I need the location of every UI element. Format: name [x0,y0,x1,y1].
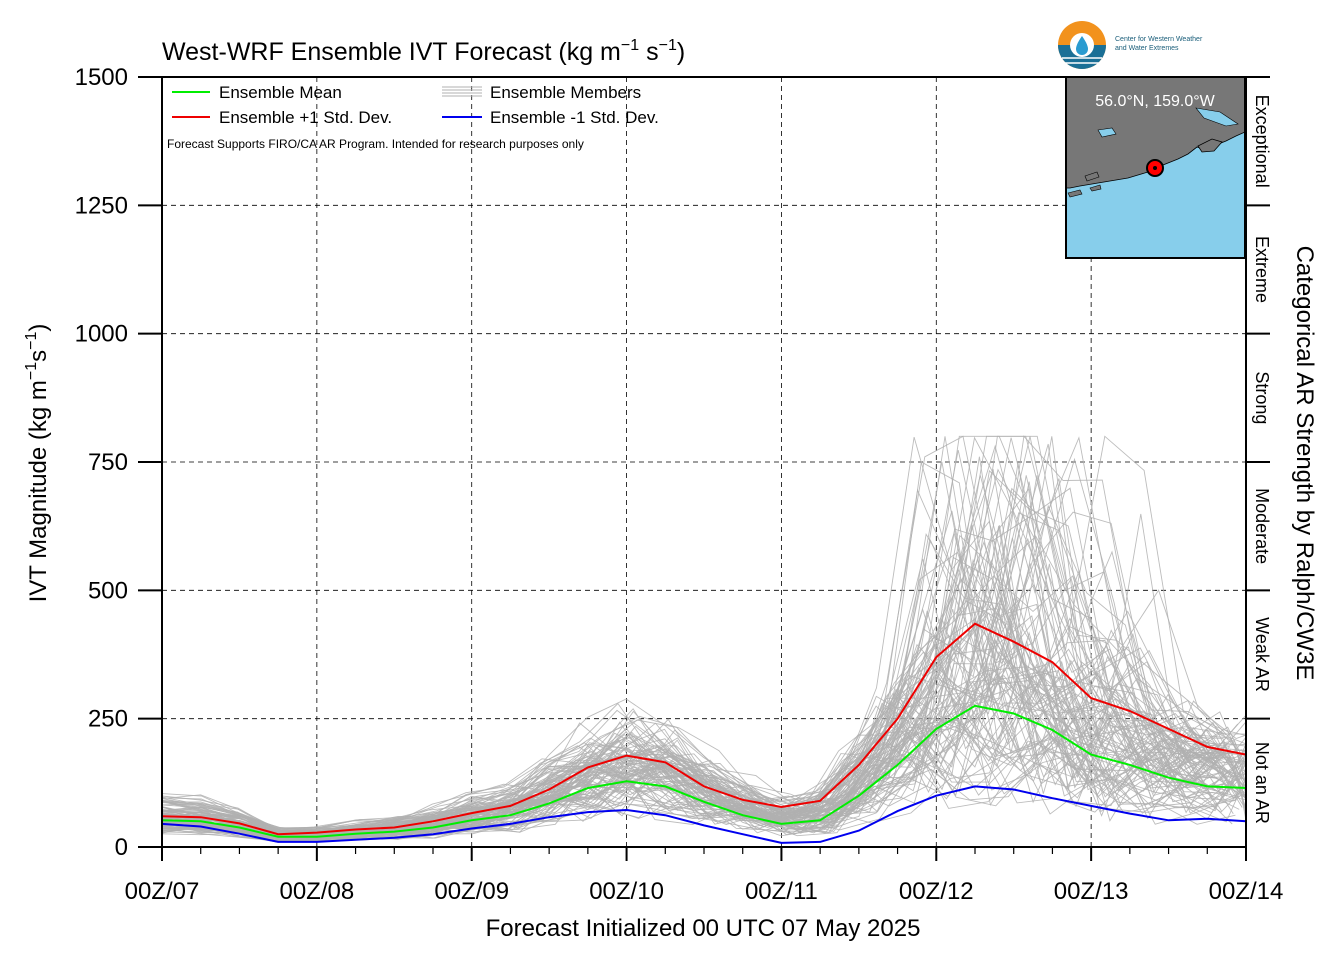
x-tick-label: 00Z/11 [745,878,818,905]
y-tick-label: 250 [88,706,128,733]
x-tick-label: 00Z/10 [589,878,664,905]
x-tick-label: 00Z/09 [434,878,509,905]
chart-title: West-WRF Ensemble IVT Forecast (kg m−1 s… [162,37,685,66]
ensemble-member-line [161,701,1215,840]
x-tick-label: 00Z/12 [899,878,974,905]
disclaimer-note: Forecast Supports FIRO/CA AR Program. In… [167,137,584,151]
cw3e-logo: Center for Western Weather and Water Ext… [1058,21,1203,69]
category-label: Moderate [1252,488,1272,564]
x-tick-label: 00Z/14 [1209,878,1284,905]
location-marker [1084,171,1100,182]
inset-map: 56.0°N, 159.0°W [1065,76,1246,259]
right-axis-label: Categorical AR Strength by Ralph/CW3E [1291,246,1318,681]
category-label: Not an AR [1252,742,1272,824]
series-line-mean [161,704,1247,838]
series-line-minus-std [161,785,1247,844]
logo-text-line2: and Water Extremes [1115,45,1179,52]
y-tick-label: 750 [88,449,128,476]
ensemble-members [161,435,1247,843]
y-tick-label: 1000 [75,321,128,348]
category-label: Exceptional [1252,95,1272,188]
y-tick-label: 1500 [75,64,128,91]
y-tick-label: 1250 [75,192,128,219]
logo-text-line1: Center for Western Weather [1115,36,1203,43]
ensemble-member-line [161,511,1225,831]
x-axis-label: Forecast Initialized 00 UTC 07 May 2025 [486,915,921,942]
legend: Ensemble Mean Ensemble +1 Std. Dev. Ense… [167,83,659,151]
y-axis-label: IVT Magnitude (kg m−1s−1) [23,324,52,603]
legend-label-minus-std: Ensemble -1 Std. Dev. [490,108,659,127]
legend-label-members: Ensemble Members [490,83,641,102]
y-tick-label: 500 [88,577,128,604]
y-tick-label: 0 [115,834,128,861]
x-tick-label: 00Z/08 [279,878,354,905]
ensemble-member-line [161,534,1226,830]
lake-iliamna [1097,127,1117,138]
inset-location-label: 56.0°N, 159.0°W [1095,93,1215,110]
category-label: Strong [1252,371,1272,424]
category-label: Weak AR [1252,617,1272,692]
x-axis: 00Z/07 00Z/08 00Z/09 00Z/10 00Z/11 00Z/12 00Z/… [125,847,1284,905]
kodiak-island [1197,138,1223,153]
legend-label-plus-std: Ensemble +1 Std. Dev. [219,108,392,127]
series-line-plus-std [161,622,1247,836]
y-axis: 0 250 500 750 1000 1250 1500 [75,64,162,861]
aleutian-islands [1067,184,1102,198]
ensemble-statistics [161,622,1247,844]
coast-inlet [1195,107,1239,127]
category-label: Extreme [1252,236,1272,303]
x-tick-label: 00Z/07 [125,878,200,905]
legend-swatch-members [442,86,482,97]
x-tick-label: 00Z/13 [1054,878,1129,905]
legend-label-mean: Ensemble Mean [219,83,342,102]
ensemble-member-line [161,551,1223,834]
ensemble-member-line [161,677,1233,841]
category-axis: Not an AR Weak AR Moderate Strong Extreme Exc… [1246,76,1272,824]
ensemble-member-line [162,436,1246,830]
